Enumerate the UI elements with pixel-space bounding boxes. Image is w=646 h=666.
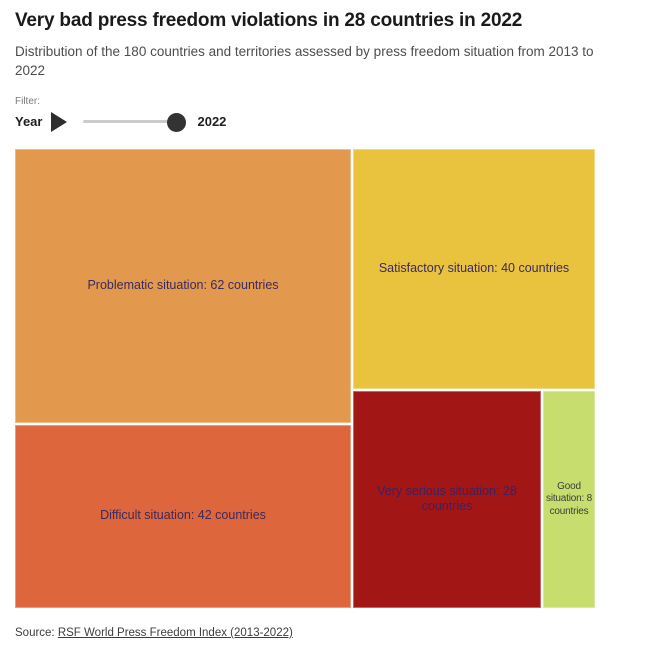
treemap-cell-label: Good situation: 8 countries [546, 480, 592, 517]
treemap-cell-very-serious-situation[interactable]: Very serious situation: 28 countries [353, 390, 541, 608]
treemap-cell-label: Very serious situation: 28 countries [377, 483, 517, 514]
year-slider[interactable] [83, 112, 187, 132]
page-title: Very bad press freedom violations in 28 … [15, 10, 523, 31]
treemap-cell-label: Difficult situation: 42 countries [100, 508, 266, 523]
treemap-chart: Problematic situation: 62 countries Sati… [15, 148, 595, 608]
source-prefix: Source: [15, 626, 58, 639]
filter-year-value: 2022 [197, 114, 227, 130]
treemap-cell-difficult-situation[interactable]: Difficult situation: 42 countries [15, 424, 351, 608]
treemap-cell-label: Satisfactory situation: 40 countries [378, 260, 570, 275]
play-button[interactable] [51, 111, 68, 132]
chart-subtitle: Distribution of the 180 countries and te… [15, 44, 594, 78]
filter-year-label: Year [15, 114, 43, 130]
treemap-cell-label: Problematic situation: 62 countries [87, 277, 279, 292]
source-line: Source: RSF World Press Freedom Index (2… [15, 627, 631, 639]
press-freedom-treemap-page: Very bad press freedom violations in 28 … [15, 10, 631, 639]
filter-label: Filter: [15, 95, 40, 107]
slider-handle[interactable] [167, 112, 187, 132]
treemap-cell-satisfactory-situation[interactable]: Satisfactory situation: 40 countries [353, 148, 595, 389]
filter-section: Filter: Year 2022 [15, 96, 631, 134]
source-link[interactable]: RSF World Press Freedom Index (2013-2022… [57, 626, 293, 639]
treemap-cell-good-situation[interactable]: Good situation: 8 countries [543, 390, 595, 608]
slider-track[interactable] [83, 120, 186, 124]
treemap-cell-problematic-situation[interactable]: Problematic situation: 62 countries [15, 148, 351, 423]
play-icon [51, 111, 68, 132]
filter-controls-row: Year 2022 [15, 110, 631, 134]
